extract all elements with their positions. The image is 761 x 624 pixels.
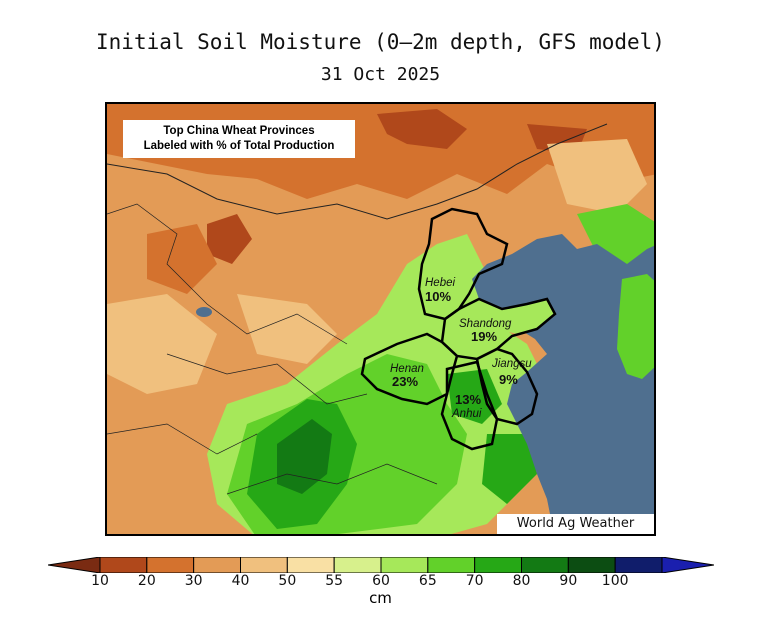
colorbar-swatch [427,557,476,573]
chart-title: Initial Soil Moisture (0–2m depth, GFS m… [96,30,665,54]
credit-label: World Ag Weather [497,514,654,534]
colorbar-tick-label: 10 [91,573,109,589]
colorbar-swatch [521,557,569,573]
soil-moisture-map: Hebei 10% Shandong 19% Henan 23% Jiangsu… [105,102,656,536]
colorbar-swatch [474,557,522,573]
colorbar-tick-label: 50 [278,573,297,589]
colorbar-swatch [380,557,429,573]
colorbar-swatch [99,557,148,573]
colorbar-high-arrow [661,557,714,573]
colorbar-swatch [333,557,382,573]
province-name-jiangsu: Jiangsu [491,358,532,370]
colorbar-tick-label: 30 [184,573,203,589]
colorbar-swatch [286,557,335,573]
shandong-border [440,297,557,361]
province-name-shandong: Shandong [459,318,512,330]
hebei-border [417,207,509,321]
info-box: Top China Wheat Provinces Labeled with %… [123,120,355,158]
colorbar-tick-label: 60 [372,573,390,589]
province-pct-henan: 23% [392,374,418,389]
province-pct-anhui: 13% [455,392,481,407]
colorbar-tick-label: 90 [559,573,578,589]
colorbar-unit: cm [369,589,392,607]
info-box-line-1: Top China Wheat Provinces [163,125,315,137]
province-pct-shandong: 19% [471,329,497,344]
colorbar-tick-label: 65 [418,573,437,589]
colorbar-low-arrow [48,557,101,573]
colorbar-swatch [240,557,288,573]
colorbar-tick-label: 70 [465,573,484,589]
colorbar [48,557,714,573]
info-box-line-2: Labeled with % of Total Production [143,140,335,152]
colorbar-tick-label: 20 [137,573,156,589]
colorbar-swatch [614,557,663,573]
jiangsu-border [475,347,539,426]
province-name-anhui: Anhui [451,408,482,420]
province-name-henan: Henan [390,363,424,375]
colorbar-swatch [193,557,242,573]
anhui-border [440,360,499,451]
colorbar-tick-label: 100 [601,573,629,589]
colorbar-tick-label: 80 [512,573,531,589]
colorbar-tick-label: 55 [325,573,344,589]
province-name-hebei: Hebei [425,277,455,289]
chart-date: 31 Oct 2025 [320,64,441,85]
province-pct-hebei: 10% [425,289,451,304]
colorbar-swatch [567,557,616,573]
colorbar-swatch [146,557,195,573]
henan-border [360,332,459,406]
province-pct-jiangsu: 9% [499,372,518,387]
colorbar-tick-label: 40 [231,573,250,589]
